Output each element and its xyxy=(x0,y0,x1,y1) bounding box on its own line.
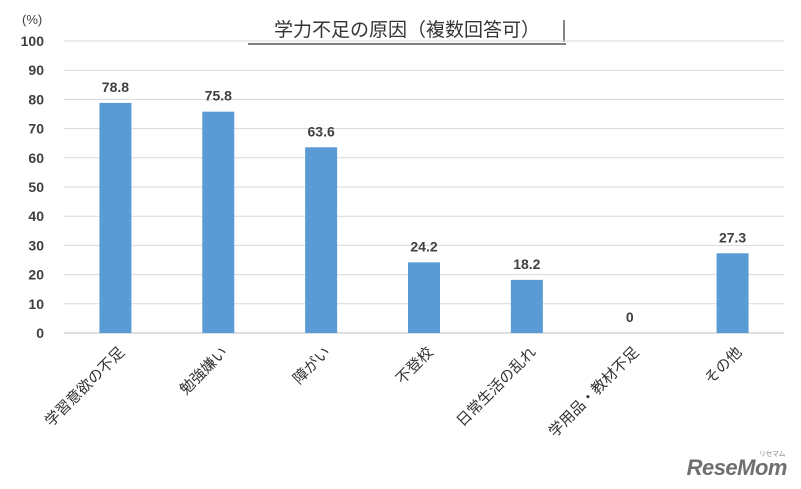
x-category-label: その他 xyxy=(701,343,746,388)
x-category-label: 日常生活の乱れ xyxy=(453,343,540,430)
bars xyxy=(99,102,749,334)
data-label: 75.8 xyxy=(205,88,232,104)
x-category-label: 学用品・教材不足 xyxy=(545,343,643,441)
y-axis-ticks: 0 10 20 30 40 50 60 70 80 90 100 xyxy=(21,33,45,341)
watermark-text: ReseMom xyxy=(686,455,788,480)
y-tick-label: 30 xyxy=(28,237,44,253)
y-tick-label: 60 xyxy=(28,150,44,166)
data-label: 0 xyxy=(626,309,634,325)
data-label: 63.6 xyxy=(308,123,335,139)
bar xyxy=(510,279,543,333)
y-tick-label: 20 xyxy=(28,267,44,283)
data-label: 27.3 xyxy=(719,229,746,245)
x-category-label: 不登校 xyxy=(392,343,437,388)
watermark-subtext: リセマム xyxy=(759,451,786,458)
x-axis-categories: 学習意欲の不足 勉強嫌い 障がい 不登校 日常生活の乱れ 学用品・教材不足 その他 xyxy=(41,343,745,441)
y-tick-label: 90 xyxy=(28,62,44,78)
y-tick-label: 70 xyxy=(28,121,44,137)
y-tick-label: 0 xyxy=(36,325,44,341)
y-tick-label: 40 xyxy=(28,208,44,224)
resemom-watermark: ReseMom リセマム xyxy=(686,451,788,481)
y-tick-label: 50 xyxy=(28,179,44,195)
x-category-label: 勉強嫌い xyxy=(176,343,231,398)
y-axis-unit: (%) xyxy=(22,12,42,27)
x-category-label: 学習意欲の不足 xyxy=(41,343,128,430)
x-category-label: 障がい xyxy=(289,343,334,388)
y-tick-label: 100 xyxy=(21,33,45,49)
data-label: 24.2 xyxy=(410,238,437,254)
bar xyxy=(408,262,440,333)
bar xyxy=(99,102,132,334)
bar xyxy=(305,147,338,333)
data-labels: 78.8 75.8 63.6 24.2 18.2 0 27.3 xyxy=(102,79,747,325)
data-label: 78.8 xyxy=(102,79,129,95)
chart-title: 学力不足の原因（複数回答可） xyxy=(274,19,540,41)
bar xyxy=(202,111,235,333)
bar xyxy=(716,253,749,333)
y-tick-label: 80 xyxy=(28,91,44,107)
y-tick-label: 10 xyxy=(28,296,44,312)
data-label: 18.2 xyxy=(513,256,540,272)
